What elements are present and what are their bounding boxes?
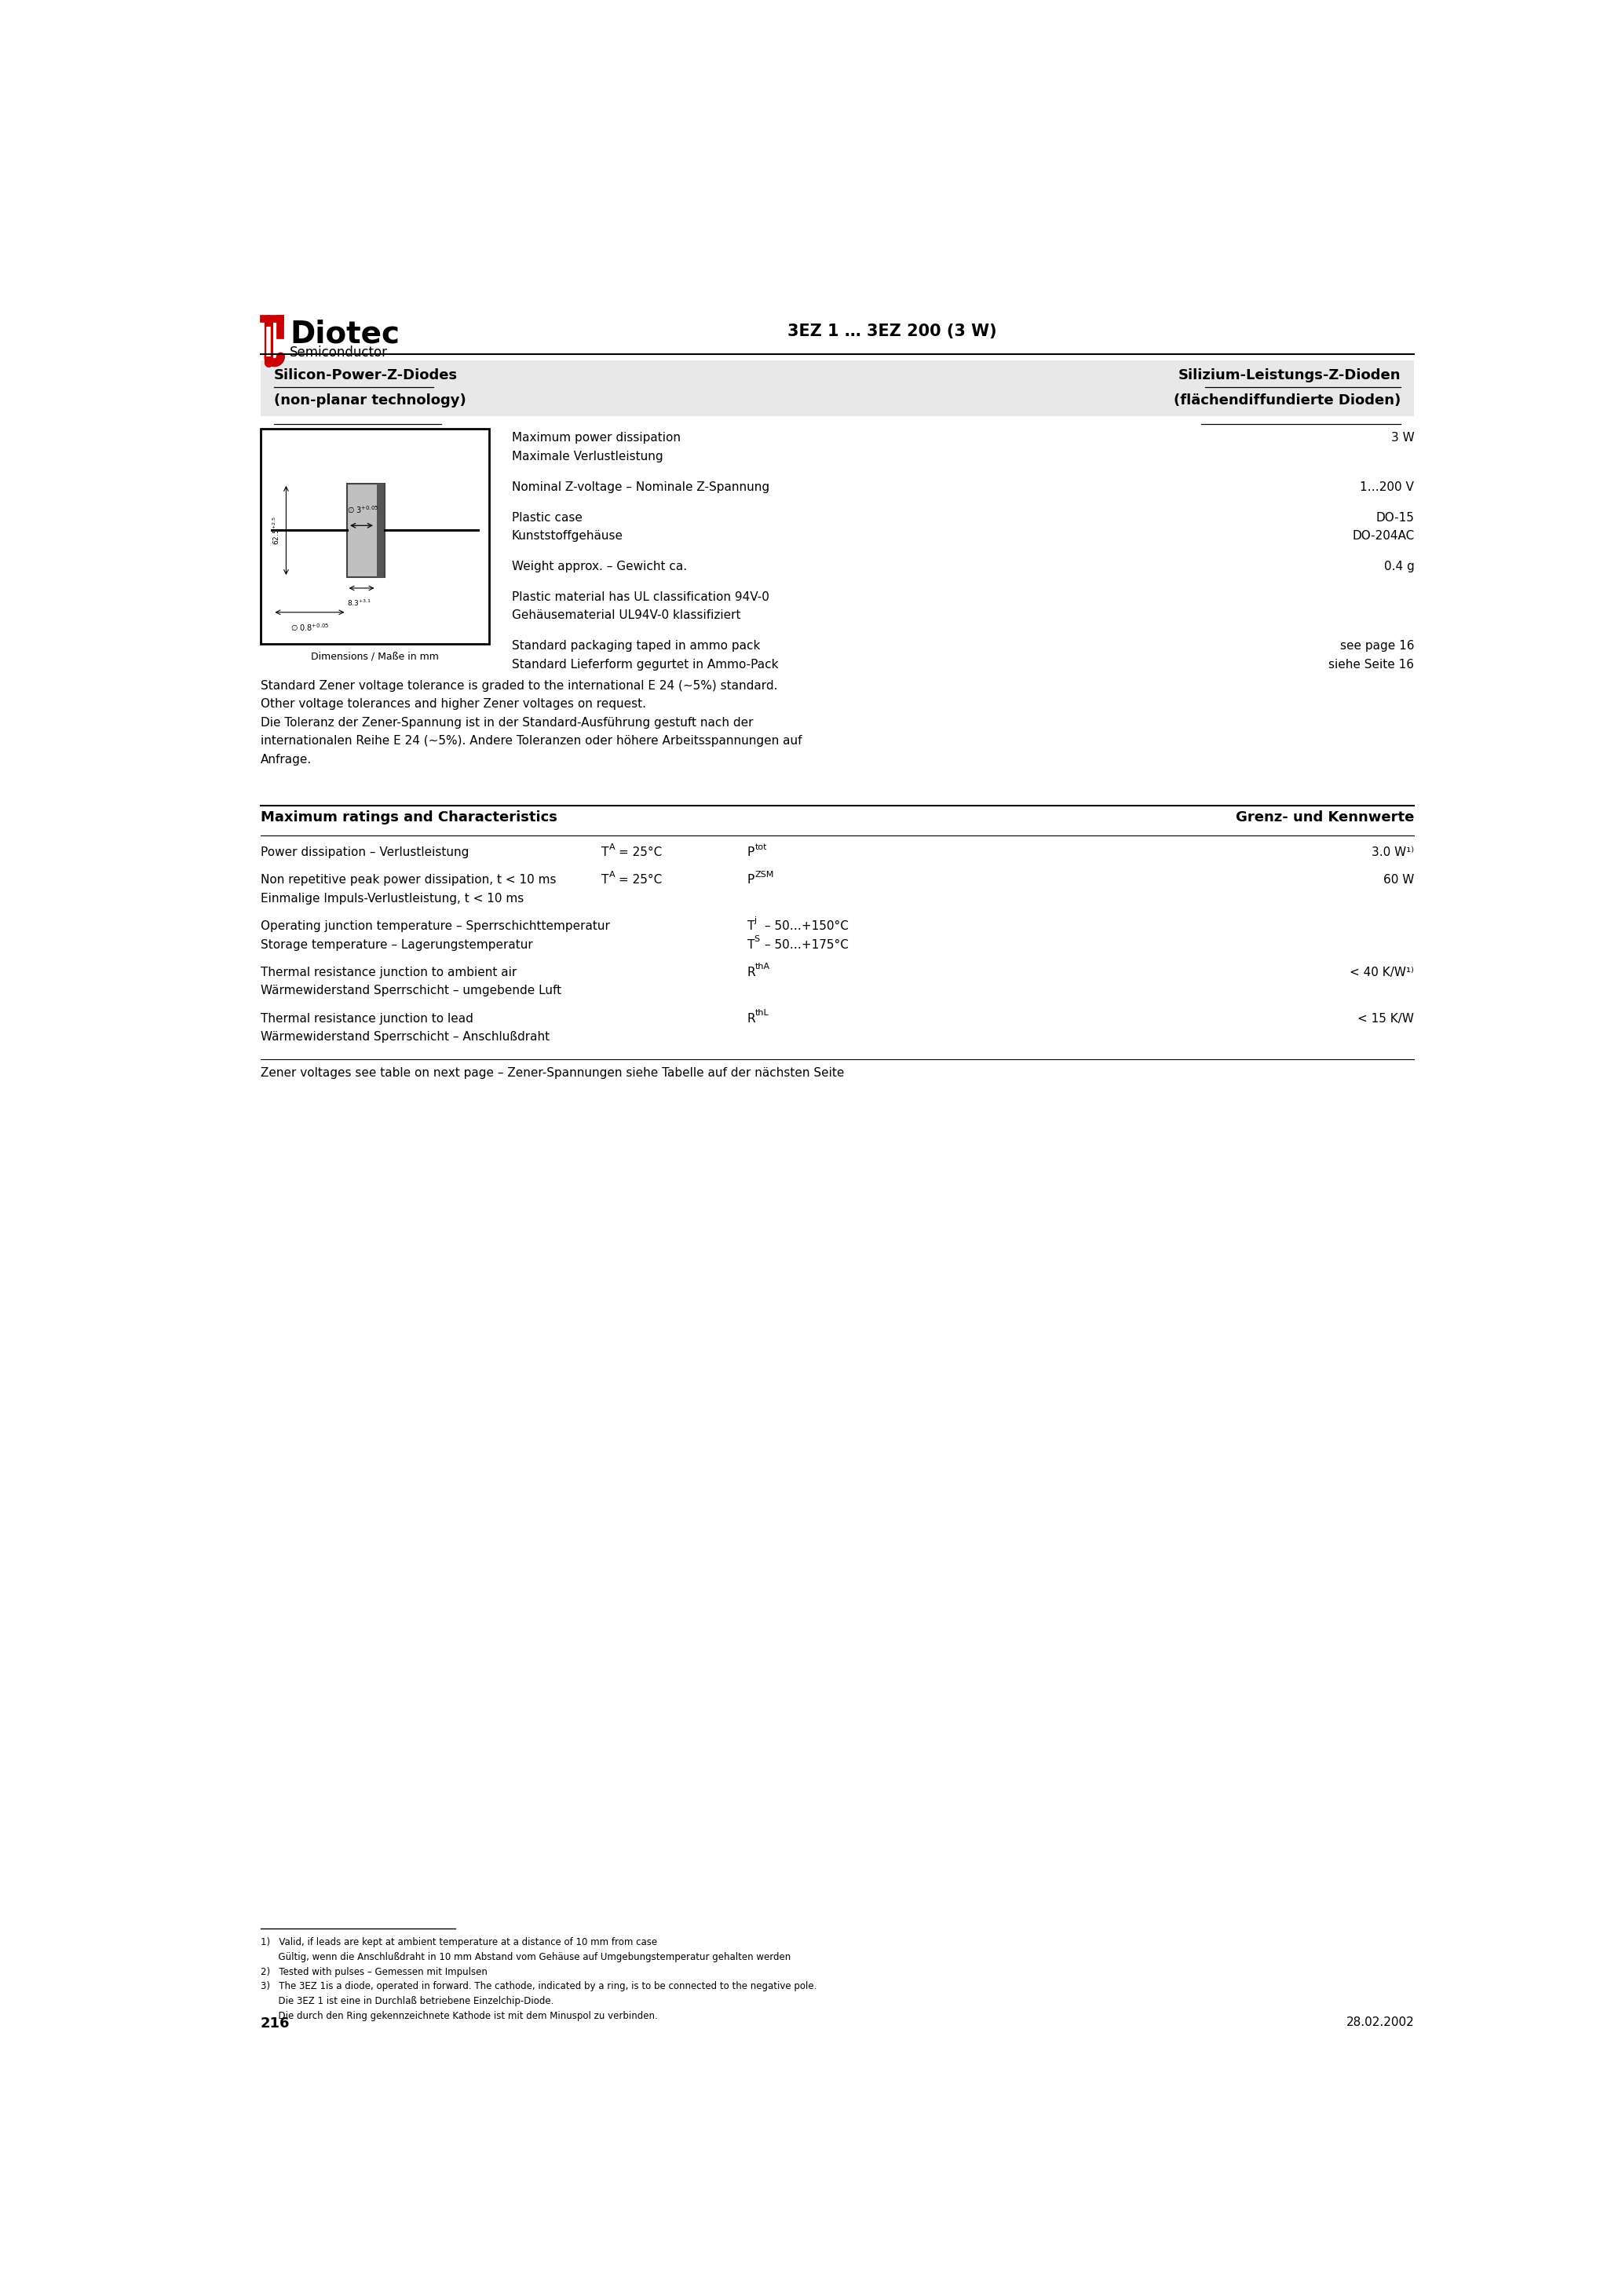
Text: Maximale Verlustleistung: Maximale Verlustleistung (513, 450, 663, 461)
Text: Nominal Z-voltage – Nominale Z-Spannung: Nominal Z-voltage – Nominale Z-Spannung (513, 482, 769, 494)
Text: Other voltage tolerances and higher Zener voltages on request.: Other voltage tolerances and higher Zene… (261, 698, 646, 709)
Text: Wärmewiderstand Sperrschicht – umgebende Luft: Wärmewiderstand Sperrschicht – umgebende… (261, 985, 561, 996)
Text: T: T (602, 875, 608, 886)
Text: Wärmewiderstand Sperrschicht – Anschlußdraht: Wärmewiderstand Sperrschicht – Anschlußd… (261, 1031, 550, 1042)
Bar (261, 429, 488, 643)
Text: < 15 K/W: < 15 K/W (1358, 1013, 1414, 1024)
Bar (376, 484, 384, 576)
Text: Weight approx. – Gewicht ca.: Weight approx. – Gewicht ca. (513, 560, 688, 572)
Text: Silicon-Power-Z-Diodes: Silicon-Power-Z-Diodes (274, 370, 457, 383)
Text: (non-planar technology): (non-planar technology) (274, 393, 466, 406)
Text: Plastic material has UL classification 94V-0: Plastic material has UL classification 9… (513, 590, 769, 604)
Text: Non repetitive peak power dissipation, t < 10 ms: Non repetitive peak power dissipation, t… (261, 875, 556, 886)
Text: thA: thA (756, 962, 770, 971)
Text: Power dissipation – Verlustleistung: Power dissipation – Verlustleistung (261, 847, 469, 859)
Text: 1)   Valid, if leads are kept at ambient temperature at a distance of 10 mm from: 1) Valid, if leads are kept at ambient t… (261, 1938, 657, 1947)
Text: T: T (748, 921, 754, 932)
Text: Standard Lieferform gegurtet in Ammo-Pack: Standard Lieferform gegurtet in Ammo-Pac… (513, 659, 779, 670)
Text: internationalen Reihe E 24 (~5%). Andere Toleranzen oder höhere Arbeitsspannunge: internationalen Reihe E 24 (~5%). Andere… (261, 735, 801, 746)
Text: DO-204AC: DO-204AC (1353, 530, 1414, 542)
Text: 2)   Tested with pulses – Gemessen mit Impulsen: 2) Tested with pulses – Gemessen mit Imp… (261, 1968, 487, 1977)
Text: Grenz- und Kennwerte: Grenz- und Kennwerte (1236, 810, 1414, 824)
Text: Dimensions / Maße in mm: Dimensions / Maße in mm (311, 652, 438, 661)
Text: 60 W: 60 W (1384, 875, 1414, 886)
Text: $\varnothing$ 3$^{+0.05}$: $\varnothing$ 3$^{+0.05}$ (347, 505, 378, 514)
Text: 28.02.2002: 28.02.2002 (1346, 2016, 1414, 2027)
Text: R: R (748, 967, 756, 978)
Text: Thermal resistance junction to ambient air: Thermal resistance junction to ambient a… (261, 967, 517, 978)
Text: Maximum power dissipation: Maximum power dissipation (513, 432, 681, 443)
Text: siehe Seite 16: siehe Seite 16 (1328, 659, 1414, 670)
Text: – 50…+150°C: – 50…+150°C (764, 921, 848, 932)
Text: T: T (748, 939, 754, 951)
Text: Kunststoffgehäuse: Kunststoffgehäuse (513, 530, 623, 542)
Text: tot: tot (756, 843, 767, 852)
Text: S: S (754, 934, 759, 944)
Text: Gehäusematerial UL94V-0 klassifiziert: Gehäusematerial UL94V-0 klassifiziert (513, 608, 741, 622)
Text: A: A (610, 843, 615, 852)
Text: 216: 216 (261, 2016, 290, 2030)
Text: Gültig, wenn die Anschlußdraht in 10 mm Abstand vom Gehäuse auf Umgebungstempera: Gültig, wenn die Anschlußdraht in 10 mm … (261, 1952, 790, 1963)
Text: Thermal resistance junction to lead: Thermal resistance junction to lead (261, 1013, 474, 1024)
Text: Einmalige Impuls-Verlustleistung, t < 10 ms: Einmalige Impuls-Verlustleistung, t < 10… (261, 893, 524, 905)
Text: 3.0 W¹⁾: 3.0 W¹⁾ (1372, 847, 1414, 859)
Bar (347, 484, 384, 576)
Text: = 25°C: = 25°C (620, 875, 662, 886)
Text: Diotec: Diotec (290, 319, 399, 349)
Text: 3 W: 3 W (1390, 432, 1414, 443)
Text: A: A (610, 870, 615, 879)
Text: Die Toleranz der Zener-Spannung ist in der Standard-Ausführung gestuft nach der: Die Toleranz der Zener-Spannung ist in d… (261, 716, 753, 728)
Text: Anfrage.: Anfrage. (261, 753, 311, 765)
Text: thL: thL (756, 1008, 769, 1017)
Text: ZSM: ZSM (756, 870, 774, 879)
Text: 1…200 V: 1…200 V (1361, 482, 1414, 494)
Text: – 50…+175°C: – 50…+175°C (764, 939, 848, 951)
Bar (261, 360, 1414, 416)
Text: DO-15: DO-15 (1375, 512, 1414, 523)
Text: 0.4 g: 0.4 g (1384, 560, 1414, 572)
Text: Die 3EZ 1 ist eine in Durchlaß betriebene Einzelchip-Diode.: Die 3EZ 1 ist eine in Durchlaß betrieben… (261, 1995, 553, 2007)
Text: 3)   The 3EZ 1is a diode, operated in forward. The cathode, indicated by a ring,: 3) The 3EZ 1is a diode, operated in forw… (261, 1981, 817, 1991)
Text: Die durch den Ring gekennzeichnete Kathode ist mit dem Minuspol zu verbinden.: Die durch den Ring gekennzeichnete Katho… (261, 2011, 657, 2020)
Text: Plastic case: Plastic case (513, 512, 582, 523)
Text: P: P (748, 875, 754, 886)
Text: 62.5$^{+2.5}$: 62.5$^{+2.5}$ (271, 517, 281, 544)
Text: = 25°C: = 25°C (620, 847, 662, 859)
Text: < 40 K/W¹⁾: < 40 K/W¹⁾ (1350, 967, 1414, 978)
Text: Silizium-Leistungs-Z-Dioden: Silizium-Leistungs-Z-Dioden (1178, 370, 1401, 383)
Text: T: T (602, 847, 608, 859)
Text: $\varnothing$ 0.8$^{+0.05}$: $\varnothing$ 0.8$^{+0.05}$ (290, 622, 329, 634)
Text: Storage temperature – Lagerungstemperatur: Storage temperature – Lagerungstemperatu… (261, 939, 532, 951)
Text: Standard packaging taped in ammo pack: Standard packaging taped in ammo pack (513, 641, 761, 652)
Text: 3EZ 1 … 3EZ 200 (3 W): 3EZ 1 … 3EZ 200 (3 W) (787, 324, 998, 340)
Text: (flächendiffundierte Dioden): (flächendiffundierte Dioden) (1174, 393, 1401, 406)
Text: Maximum ratings and Characteristics: Maximum ratings and Characteristics (261, 810, 558, 824)
Text: Zener voltages see table on next page – Zener-Spannungen siehe Tabelle auf der n: Zener voltages see table on next page – … (261, 1068, 843, 1079)
Text: P: P (748, 847, 754, 859)
Text: see page 16: see page 16 (1340, 641, 1414, 652)
Text: Semiconductor: Semiconductor (290, 347, 388, 360)
Text: 8.3$^{+3.1}$: 8.3$^{+3.1}$ (347, 597, 371, 608)
Text: j: j (754, 916, 756, 925)
Text: Standard Zener voltage tolerance is graded to the international E 24 (~5%) stand: Standard Zener voltage tolerance is grad… (261, 680, 777, 691)
Text: Operating junction temperature – Sperrschichttemperatur: Operating junction temperature – Sperrsc… (261, 921, 610, 932)
Text: R: R (748, 1013, 756, 1024)
